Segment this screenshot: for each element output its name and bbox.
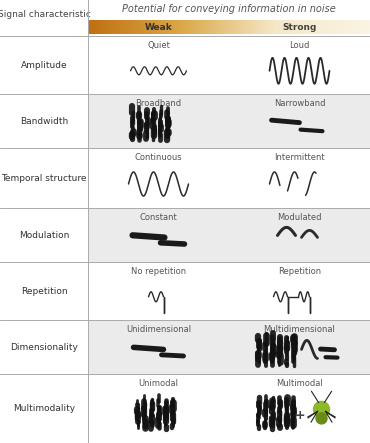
Text: Loud: Loud — [289, 40, 310, 50]
Circle shape — [313, 401, 330, 417]
Circle shape — [316, 413, 327, 424]
Text: Multimodal: Multimodal — [276, 378, 323, 388]
Text: Bandwidth: Bandwidth — [20, 117, 68, 125]
Text: Multimodality: Multimodality — [13, 404, 75, 413]
Bar — [88, 94, 370, 148]
Text: Intermittent: Intermittent — [274, 152, 325, 162]
Text: Quiet: Quiet — [147, 40, 170, 50]
Text: Potential for conveying information in noise: Potential for conveying information in n… — [122, 4, 336, 14]
Text: Multidimensional: Multidimensional — [263, 325, 336, 334]
Text: +: + — [294, 409, 305, 422]
Text: Temporal structure: Temporal structure — [1, 174, 87, 183]
Text: Strong: Strong — [282, 23, 317, 31]
Text: Broadband: Broadband — [135, 98, 182, 108]
Text: Narrowband: Narrowband — [274, 98, 325, 108]
Text: Amplitude: Amplitude — [21, 61, 67, 70]
Text: Constant: Constant — [139, 213, 177, 222]
Text: Dimensionality: Dimensionality — [10, 342, 78, 351]
Text: Continuous: Continuous — [135, 152, 182, 162]
Text: Repetition: Repetition — [278, 267, 321, 276]
Text: Unimodal: Unimodal — [138, 378, 178, 388]
Text: Unidimensional: Unidimensional — [126, 325, 191, 334]
Text: Repetition: Repetition — [21, 287, 67, 295]
Text: Modulation: Modulation — [19, 230, 69, 240]
Text: Modulated: Modulated — [277, 213, 322, 222]
Text: No repetition: No repetition — [131, 267, 186, 276]
Text: Weak: Weak — [145, 23, 172, 31]
Bar — [88, 208, 370, 262]
Bar — [88, 320, 370, 374]
Text: Signal characteristic: Signal characteristic — [0, 9, 90, 19]
